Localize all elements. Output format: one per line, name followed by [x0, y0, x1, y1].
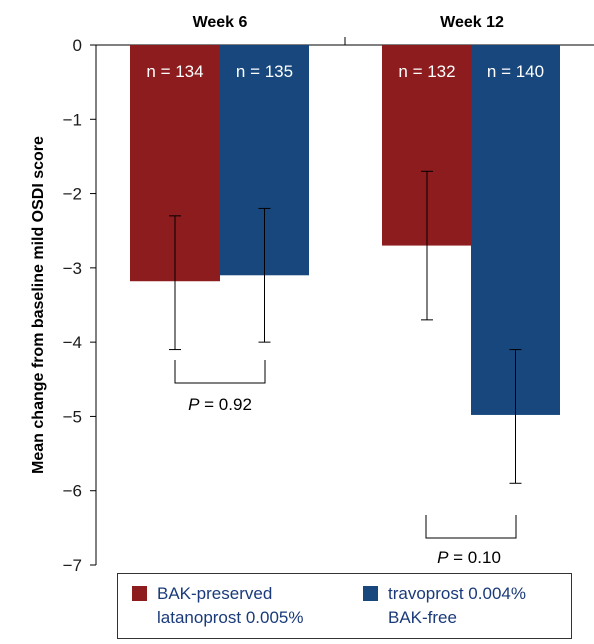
p-value-symbol: P	[188, 395, 200, 414]
legend-swatch-red	[132, 586, 147, 601]
p-value-number: = 0.10	[448, 548, 500, 567]
p-value-bracket	[425, 515, 517, 539]
legend-label-line2: BAK-free	[388, 608, 457, 627]
chart-error-bars	[169, 170, 522, 484]
y-tick-label: 0	[73, 36, 82, 55]
p-value-number: = 0.92	[199, 395, 251, 414]
legend-label-line2: latanoprost 0.005%	[157, 608, 304, 627]
legend-item-bak-preserved-latanoprost: BAK-preserved latanoprost 0.005%	[132, 582, 304, 630]
y-tick-label: −5	[63, 407, 82, 426]
y-tick-label: −1	[63, 110, 82, 129]
legend: BAK-preserved latanoprost 0.005% travopr…	[117, 573, 572, 639]
p-value-label: P = 0.92	[188, 395, 252, 414]
y-axis-label: Mean change from baseline mild OSDI scor…	[30, 136, 47, 474]
p-value-label: P = 0.10	[437, 548, 501, 567]
p-value-bracket	[174, 360, 266, 384]
legend-label: travoprost 0.004% BAK-free	[388, 582, 526, 630]
y-tick-label: −6	[63, 482, 82, 501]
bar-n-label: n = 140	[487, 62, 544, 81]
y-tick-label: −7	[63, 556, 82, 575]
bar-chart: 0 −1 −2 −3 −4 −5 −6 −7 Week 6 Week 12 n = 134 n = …	[30, 14, 594, 575]
y-tick-label: −3	[63, 259, 82, 278]
bar-n-label: n = 132	[398, 62, 455, 81]
group-label: Week 6	[193, 14, 248, 31]
bar-n-label: n = 134	[146, 62, 203, 81]
y-tick-label: −2	[63, 185, 82, 204]
legend-label-line1: BAK-preserved	[157, 584, 273, 603]
legend-item-travoprost-bak-free: travoprost 0.004% BAK-free	[363, 582, 526, 630]
p-value-symbol: P	[437, 548, 449, 567]
legend-label-line1: travoprost 0.004%	[388, 584, 526, 603]
chart-bars	[130, 45, 560, 415]
y-tick-label: −4	[63, 333, 82, 352]
legend-swatch-blue	[363, 586, 378, 601]
bar-n-label: n = 135	[236, 62, 293, 81]
chart-axes: 0 −1 −2 −3 −4 −5 −6 −7 Week 6 Week 12	[63, 14, 594, 575]
legend-label: BAK-preserved latanoprost 0.005%	[157, 582, 304, 630]
group-label: Week 12	[440, 14, 504, 31]
